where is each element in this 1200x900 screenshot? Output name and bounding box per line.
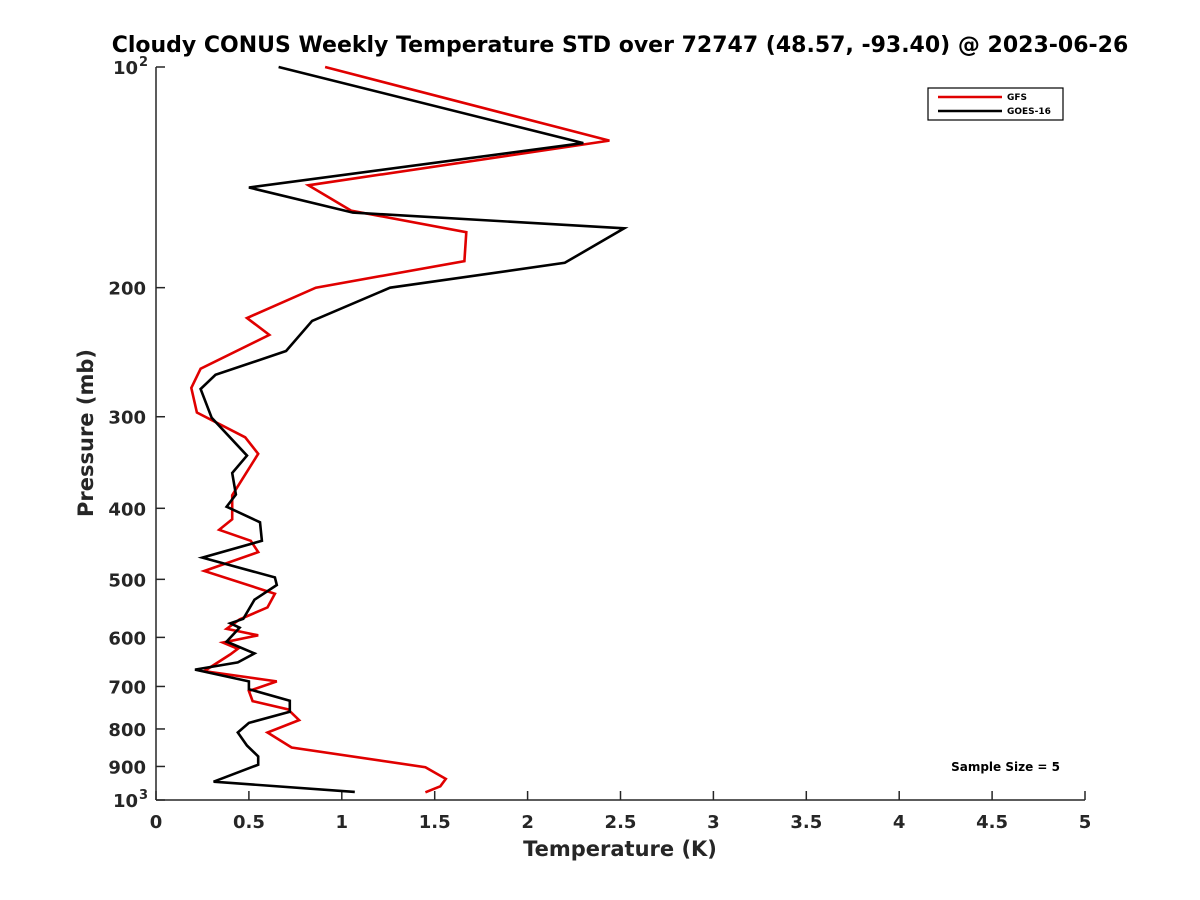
y-tick-label: 500: [108, 570, 146, 591]
x-tick-label: 2.5: [605, 812, 637, 833]
x-tick-label: 4: [893, 812, 906, 833]
y-tick-label: 700: [108, 677, 146, 698]
x-tick-label: 0.5: [233, 812, 265, 833]
y-tick-label: 10: [113, 791, 138, 812]
series-line-goes-16: [194, 65, 629, 794]
x-tick-label: 2: [521, 812, 534, 833]
y-axis-label: Pressure (mb): [74, 349, 98, 517]
series-layer: [189, 65, 629, 794]
y-tick-label: 600: [108, 628, 146, 649]
legend-entry-label: GOES-16: [1007, 107, 1051, 117]
x-axis-label: Temperature (K): [523, 837, 717, 861]
y-tick-exponent: 3: [139, 788, 148, 803]
x-tick-label: 3: [707, 812, 720, 833]
y-tick-label: 300: [108, 408, 146, 429]
chart-title: Cloudy CONUS Weekly Temperature STD over…: [112, 33, 1129, 58]
x-tick-label: 1: [336, 812, 349, 833]
y-tick-exponent: 2: [139, 55, 148, 70]
x-tick-label: 0: [150, 812, 163, 833]
legend-entry-label: GFS: [1007, 93, 1027, 103]
legend: GFS GOES-16: [927, 87, 1064, 121]
y-tick-label: 400: [108, 499, 146, 520]
legend-box: [927, 87, 1064, 121]
x-tick-label: 1.5: [419, 812, 451, 833]
series-line-gfs: [189, 65, 610, 794]
y-tick-label: 10: [113, 58, 138, 79]
y-tick-label: 900: [108, 757, 146, 778]
x-tick-label: 4.5: [976, 812, 1008, 833]
y-tick-label: 800: [108, 720, 146, 741]
x-tick-label: 5: [1079, 812, 1092, 833]
sample-size-annotation: Sample Size = 5: [951, 760, 1060, 774]
x-tick-label: 3.5: [790, 812, 822, 833]
y-tick-label: 200: [108, 279, 146, 300]
plot-axes: 0 0.5 1 1.5 2 2.5 3 3.5 4 4.5 510 22003004005006007…: [108, 55, 1091, 833]
